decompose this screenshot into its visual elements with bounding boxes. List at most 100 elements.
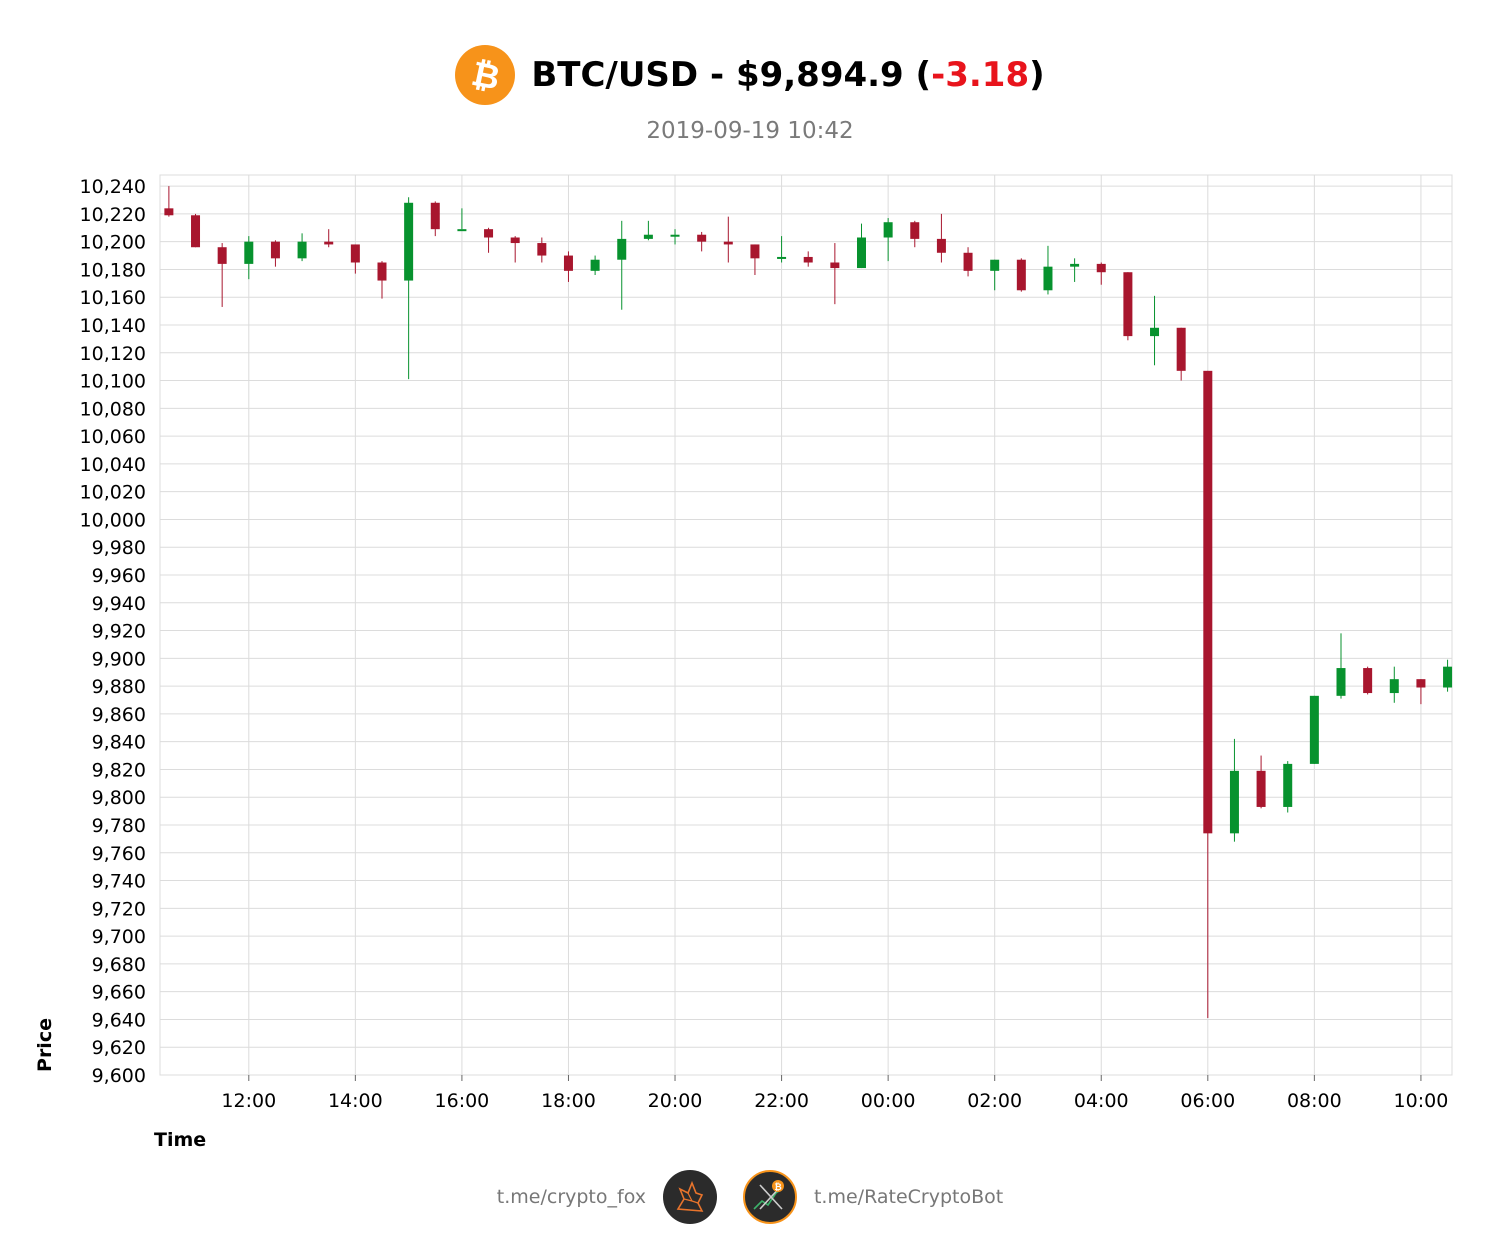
y-tick-label: 9,920 (92, 621, 146, 643)
y-tick-label: 9,780 (92, 815, 146, 837)
candle-down (430, 202, 440, 230)
candle-down (830, 262, 840, 269)
y-tick-label: 9,600 (92, 1065, 146, 1087)
candle-down (1416, 679, 1426, 688)
y-tick-label: 9,960 (92, 565, 146, 587)
x-tick-label: 04:00 (1074, 1090, 1129, 1112)
y-tick-label: 9,640 (92, 1009, 146, 1031)
candle-down (1176, 327, 1186, 371)
x-tick-label: 10:00 (1394, 1090, 1449, 1112)
candle-up (1070, 263, 1080, 267)
candle-up (1389, 679, 1399, 694)
y-tick-label: 9,720 (92, 898, 146, 920)
candle-up (883, 222, 893, 238)
candle-down (484, 229, 494, 238)
rate-crypto-bot-link[interactable]: t.me/RateCryptoBot (813, 1186, 1004, 1208)
candle-down (537, 243, 547, 256)
y-tick-label: 9,760 (92, 843, 146, 865)
candle-down (1256, 770, 1266, 807)
x-tick-label: 20:00 (648, 1090, 703, 1112)
candle-down (750, 244, 760, 259)
y-tick-label: 9,980 (92, 537, 146, 559)
candle-down (1096, 263, 1106, 273)
y-tick-label: 9,900 (92, 648, 146, 670)
y-tick-label: 10,060 (80, 426, 146, 448)
y-tick-label: 9,620 (92, 1037, 146, 1059)
candle-up (1150, 327, 1160, 337)
svg-text:₿: ₿ (774, 1182, 781, 1193)
candle-down (191, 215, 201, 248)
y-tick-label: 9,800 (92, 787, 146, 809)
candle-up (670, 234, 680, 237)
candle-down (563, 255, 573, 271)
candle-up (1309, 695, 1319, 764)
x-tick-label: 16:00 (435, 1090, 490, 1112)
candle-down (936, 238, 946, 253)
x-tick-label: 06:00 (1180, 1090, 1235, 1112)
candle-down (697, 234, 707, 242)
y-tick-label: 10,000 (80, 509, 146, 531)
candle-down (217, 247, 227, 264)
chart-timestamp: 2019-09-19 10:42 (646, 118, 854, 144)
change-label: -3.18 (931, 55, 1030, 95)
y-axis-title: Price (34, 1018, 56, 1072)
footer: t.me/crypto_fox ₿ t.me/RateCryptoBot (0, 1168, 1500, 1226)
y-tick-label: 9,740 (92, 871, 146, 893)
y-tick-label: 10,020 (80, 482, 146, 504)
candle-up (617, 238, 627, 260)
candle-up (457, 229, 467, 232)
y-tick-label: 10,220 (80, 204, 146, 226)
fox-logo-icon (662, 1170, 717, 1224)
candle-up (777, 256, 787, 259)
x-axis-title: Time (154, 1129, 206, 1151)
candle-down (963, 252, 973, 271)
candle-down (350, 244, 360, 263)
y-tick-label: 10,120 (80, 343, 146, 365)
candle-up (643, 234, 653, 239)
candle-down (1123, 272, 1133, 337)
candle-up (1283, 763, 1293, 807)
y-tick-label: 9,680 (92, 954, 146, 976)
open-paren: ( (903, 55, 932, 95)
candle-down (270, 241, 280, 259)
crypto-fox-link[interactable]: t.me/crypto_fox (496, 1186, 646, 1208)
candle-up (404, 202, 414, 281)
x-tick-label: 12:00 (221, 1090, 276, 1112)
candle-down (1363, 668, 1373, 694)
bitcoin-icon: ₿ (455, 45, 516, 105)
x-tick-label: 14:00 (328, 1090, 383, 1112)
candle-up (590, 259, 600, 271)
pair-label: BTC/USD (531, 55, 699, 95)
candle-down (1203, 370, 1213, 834)
x-tick-label: 02:00 (967, 1090, 1022, 1112)
candle-up (1443, 666, 1453, 688)
y-tick-label: 9,860 (92, 704, 146, 726)
y-tick-label: 10,160 (80, 287, 146, 309)
candle-down (723, 241, 733, 245)
x-tick-label: 08:00 (1287, 1090, 1342, 1112)
y-tick-label: 9,820 (92, 759, 146, 781)
candle-down (164, 208, 174, 216)
y-tick-label: 10,080 (80, 398, 146, 420)
y-tick-label: 10,100 (80, 371, 146, 393)
bot-logo-icon: ₿ (742, 1170, 797, 1224)
candle-up (1336, 668, 1346, 696)
chart-header: ₿ BTC/USD - $9,894.9 (-3.18) (0, 40, 1500, 110)
y-tick-label: 10,200 (80, 232, 146, 254)
plot-area (159, 174, 1453, 1076)
candle-down (803, 256, 813, 263)
candle-down (324, 241, 334, 245)
y-tick-label: 10,140 (80, 315, 146, 337)
y-tick-label: 9,840 (92, 732, 146, 754)
candle-up (297, 241, 307, 259)
candle-down (377, 262, 387, 281)
y-tick-label: 9,880 (92, 676, 146, 698)
y-tick-label: 10,180 (80, 259, 146, 281)
candle-up (990, 259, 1000, 271)
y-tick-label: 9,700 (92, 926, 146, 948)
candle-down (1016, 259, 1026, 291)
x-tick-label: 22:00 (754, 1090, 809, 1112)
candle-up (244, 241, 254, 264)
y-tick-label: 9,660 (92, 982, 146, 1004)
x-tick-label: 18:00 (541, 1090, 596, 1112)
